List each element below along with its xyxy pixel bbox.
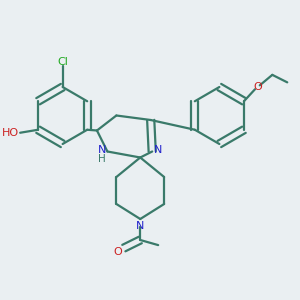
Text: H: H	[98, 154, 106, 164]
Text: Cl: Cl	[58, 56, 69, 67]
Text: N: N	[98, 145, 106, 155]
Text: HO: HO	[2, 128, 19, 138]
Text: N: N	[136, 220, 144, 231]
Text: O: O	[253, 82, 262, 92]
Text: N: N	[153, 145, 162, 155]
Text: O: O	[113, 247, 122, 257]
